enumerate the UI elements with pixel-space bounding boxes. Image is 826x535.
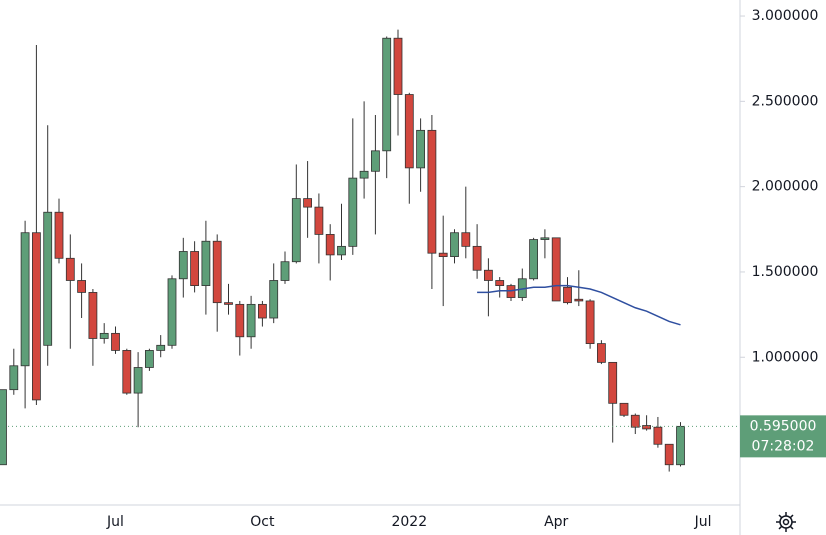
candle-body xyxy=(235,303,245,338)
candle-body xyxy=(99,332,109,339)
candle-body xyxy=(529,239,538,280)
candle-body xyxy=(393,37,403,95)
candle-body xyxy=(20,232,30,367)
candle-body xyxy=(43,211,53,346)
candle-body xyxy=(32,232,41,401)
candle-body xyxy=(370,150,380,172)
candle-body xyxy=(9,365,19,391)
countdown-label: 07:28:02 xyxy=(752,438,815,454)
x-tick-label: Apr xyxy=(544,514,568,530)
candle-body xyxy=(630,414,640,428)
candle-body xyxy=(495,280,505,286)
last-price-label: 0.595000 xyxy=(750,418,817,434)
candle-body xyxy=(551,237,561,302)
candle-body xyxy=(574,298,584,302)
candle-body xyxy=(291,198,301,263)
candle-body xyxy=(111,332,120,351)
candle-body xyxy=(190,251,200,286)
candle-body xyxy=(314,206,324,235)
candle-body xyxy=(201,240,211,286)
candle-body xyxy=(269,280,279,319)
candle-body xyxy=(167,278,177,346)
candle-body xyxy=(325,234,335,256)
candle-body xyxy=(664,443,674,466)
x-tick-label: Jul xyxy=(694,514,712,530)
candle-body xyxy=(427,129,437,254)
candle-body xyxy=(144,350,154,368)
candle-body xyxy=(642,425,651,430)
candle-body xyxy=(0,389,7,466)
y-tick-label: 1.500000 xyxy=(752,264,819,280)
candle-body xyxy=(348,177,358,247)
candle-body xyxy=(608,361,618,404)
candle-body xyxy=(54,211,64,259)
candle-body xyxy=(122,350,132,394)
candle-body xyxy=(461,232,471,247)
candle-body xyxy=(585,300,595,345)
y-tick-label: 2.000000 xyxy=(752,179,819,195)
candle-body xyxy=(88,292,98,339)
x-tick-label: Oct xyxy=(250,514,275,530)
candle-body xyxy=(65,257,75,281)
candle-body xyxy=(156,344,166,351)
candle-body xyxy=(178,251,188,280)
candle-body xyxy=(257,303,267,319)
last-price-box xyxy=(740,415,826,458)
y-tick-label: 3.000000 xyxy=(752,8,819,24)
candle-body xyxy=(472,245,482,271)
candle-body xyxy=(438,252,448,257)
candle-body xyxy=(382,37,392,152)
candle-body xyxy=(337,245,346,256)
moving-average xyxy=(477,284,681,326)
candle-body xyxy=(540,237,550,240)
candle-body xyxy=(450,232,459,257)
candle-body xyxy=(404,94,414,169)
candle-body xyxy=(133,367,143,394)
candle-body xyxy=(563,286,572,304)
candle-body xyxy=(224,302,233,305)
candle-body xyxy=(246,303,256,338)
candle-body xyxy=(619,402,629,416)
candle-body xyxy=(506,285,516,298)
settings-icon[interactable] xyxy=(776,512,796,532)
candle-body xyxy=(280,261,290,281)
x-tick-label: Jul xyxy=(106,514,124,530)
y-tick-label: 1.000000 xyxy=(752,349,819,365)
candle-body xyxy=(483,269,493,281)
y-tick-label: 2.500000 xyxy=(752,93,819,109)
candle-body xyxy=(77,280,86,293)
x-tick-label: 2022 xyxy=(391,514,427,530)
candle-body xyxy=(212,240,222,304)
candle-body xyxy=(416,129,426,169)
candle-body xyxy=(303,198,313,208)
candle-body xyxy=(359,170,369,179)
candle-body xyxy=(653,426,663,445)
candle-body xyxy=(597,343,606,363)
candle-body xyxy=(676,425,685,466)
